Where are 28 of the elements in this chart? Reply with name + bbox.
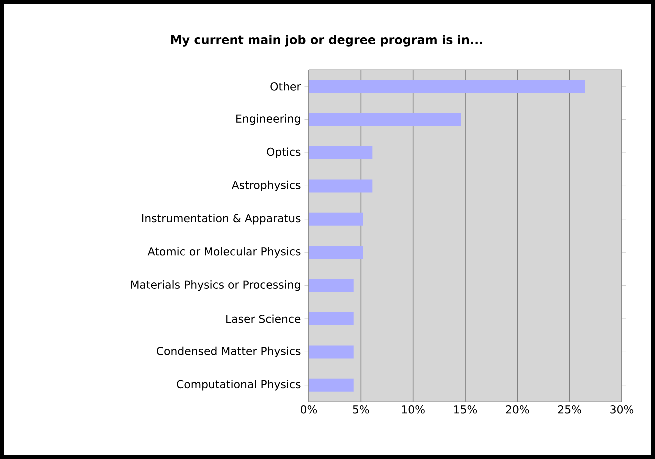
x-tick-label: 20%	[506, 406, 530, 414]
y-tick-label: Materials Physics or Processing	[131, 280, 300, 292]
bar	[309, 346, 354, 359]
x-tick-label: 0%	[301, 406, 318, 414]
x-tick-label: 15%	[454, 406, 478, 414]
x-tick-label: 10%	[402, 406, 425, 414]
bar	[309, 180, 373, 193]
bar	[309, 312, 354, 326]
x-tick-label: 5%	[353, 406, 370, 414]
bar	[309, 279, 354, 292]
bar	[309, 212, 364, 226]
y-tick-label: Instrumentation & Apparatus	[142, 214, 301, 225]
y-tick-label: Laser Science	[226, 314, 301, 324]
chart-title: My current main job or degree program is in...	[171, 35, 482, 47]
bar	[309, 113, 462, 126]
x-tick-label: 30%	[610, 406, 634, 414]
y-tick-label: Engineering	[236, 114, 300, 126]
bar	[309, 80, 586, 94]
y-tick-label: Astrophysics	[232, 180, 301, 192]
y-tick-label: Computational Physics	[177, 380, 301, 391]
x-tick-label: 25%	[558, 406, 582, 414]
bar	[309, 378, 354, 392]
y-tick-label: Atomic or Molecular Physics	[148, 247, 301, 258]
bar	[309, 246, 364, 260]
bar	[309, 146, 373, 160]
y-tick-label: Optics	[267, 148, 301, 158]
y-tick-label: Condensed Matter Physics	[156, 346, 301, 358]
y-tick-label: Other	[270, 82, 302, 91]
